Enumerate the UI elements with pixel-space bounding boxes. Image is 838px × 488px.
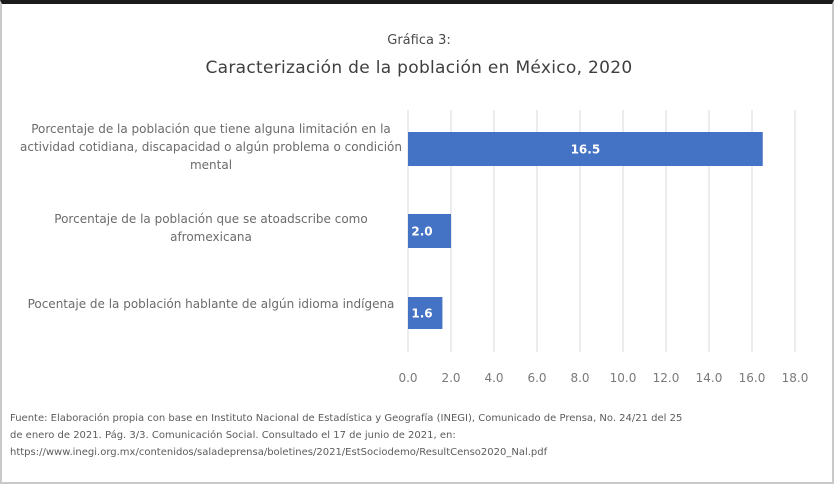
- x-axis-ticks: 0.0 2.0 4.0 6.0 8.0 10.0 12.0 14.0 16.0 18.0: [398, 371, 808, 385]
- source-note: Fuente: Elaboración propia con base en I…: [10, 410, 830, 461]
- bar-data-label: 2.0: [411, 225, 432, 239]
- chart-title: Caracterización de la población en Méxic…: [205, 58, 633, 78]
- x-tick-label: 0.0: [398, 371, 417, 385]
- x-tick-label: 14.0: [696, 371, 723, 385]
- bars: 16.5 2.0 1.6: [408, 132, 763, 329]
- x-tick-label: 10.0: [610, 371, 637, 385]
- bar-chart: 16.5 2.0 1.6 0.0 2.0 4.0 6.0 8.0 10.0 12.0 14.0 16…: [398, 110, 808, 385]
- x-tick-label: 12.0: [653, 371, 680, 385]
- category-label-3: Pocentaje de la población hablante de al…: [27, 297, 395, 311]
- x-tick-label: 16.0: [739, 371, 766, 385]
- x-tick-label: 18.0: [782, 371, 809, 385]
- bar-data-label: 16.5: [571, 143, 601, 157]
- x-tick-label: 4.0: [484, 371, 503, 385]
- category-label-1: Porcentaje de la población que tiene alg…: [20, 122, 402, 172]
- source-line-1: Fuente: Elaboración propia con base en I…: [10, 413, 683, 424]
- source-line-3: https://www.inegi.org.mx/contenidos/sala…: [10, 447, 548, 458]
- bar-data-label: 1.6: [411, 307, 432, 321]
- bar: [408, 214, 451, 248]
- x-tick-label: 8.0: [570, 371, 589, 385]
- source-line-2: de enero de 2021. Pág. 3/3. Comunicación…: [10, 430, 456, 441]
- category-label-2: Porcentaje de la población que se atoads…: [54, 212, 368, 244]
- x-tick-label: 2.0: [441, 371, 460, 385]
- bar: [408, 132, 763, 166]
- x-tick-label: 6.0: [527, 371, 546, 385]
- chart-subtitle: Gráfica 3:: [387, 33, 451, 48]
- bar: [408, 297, 443, 329]
